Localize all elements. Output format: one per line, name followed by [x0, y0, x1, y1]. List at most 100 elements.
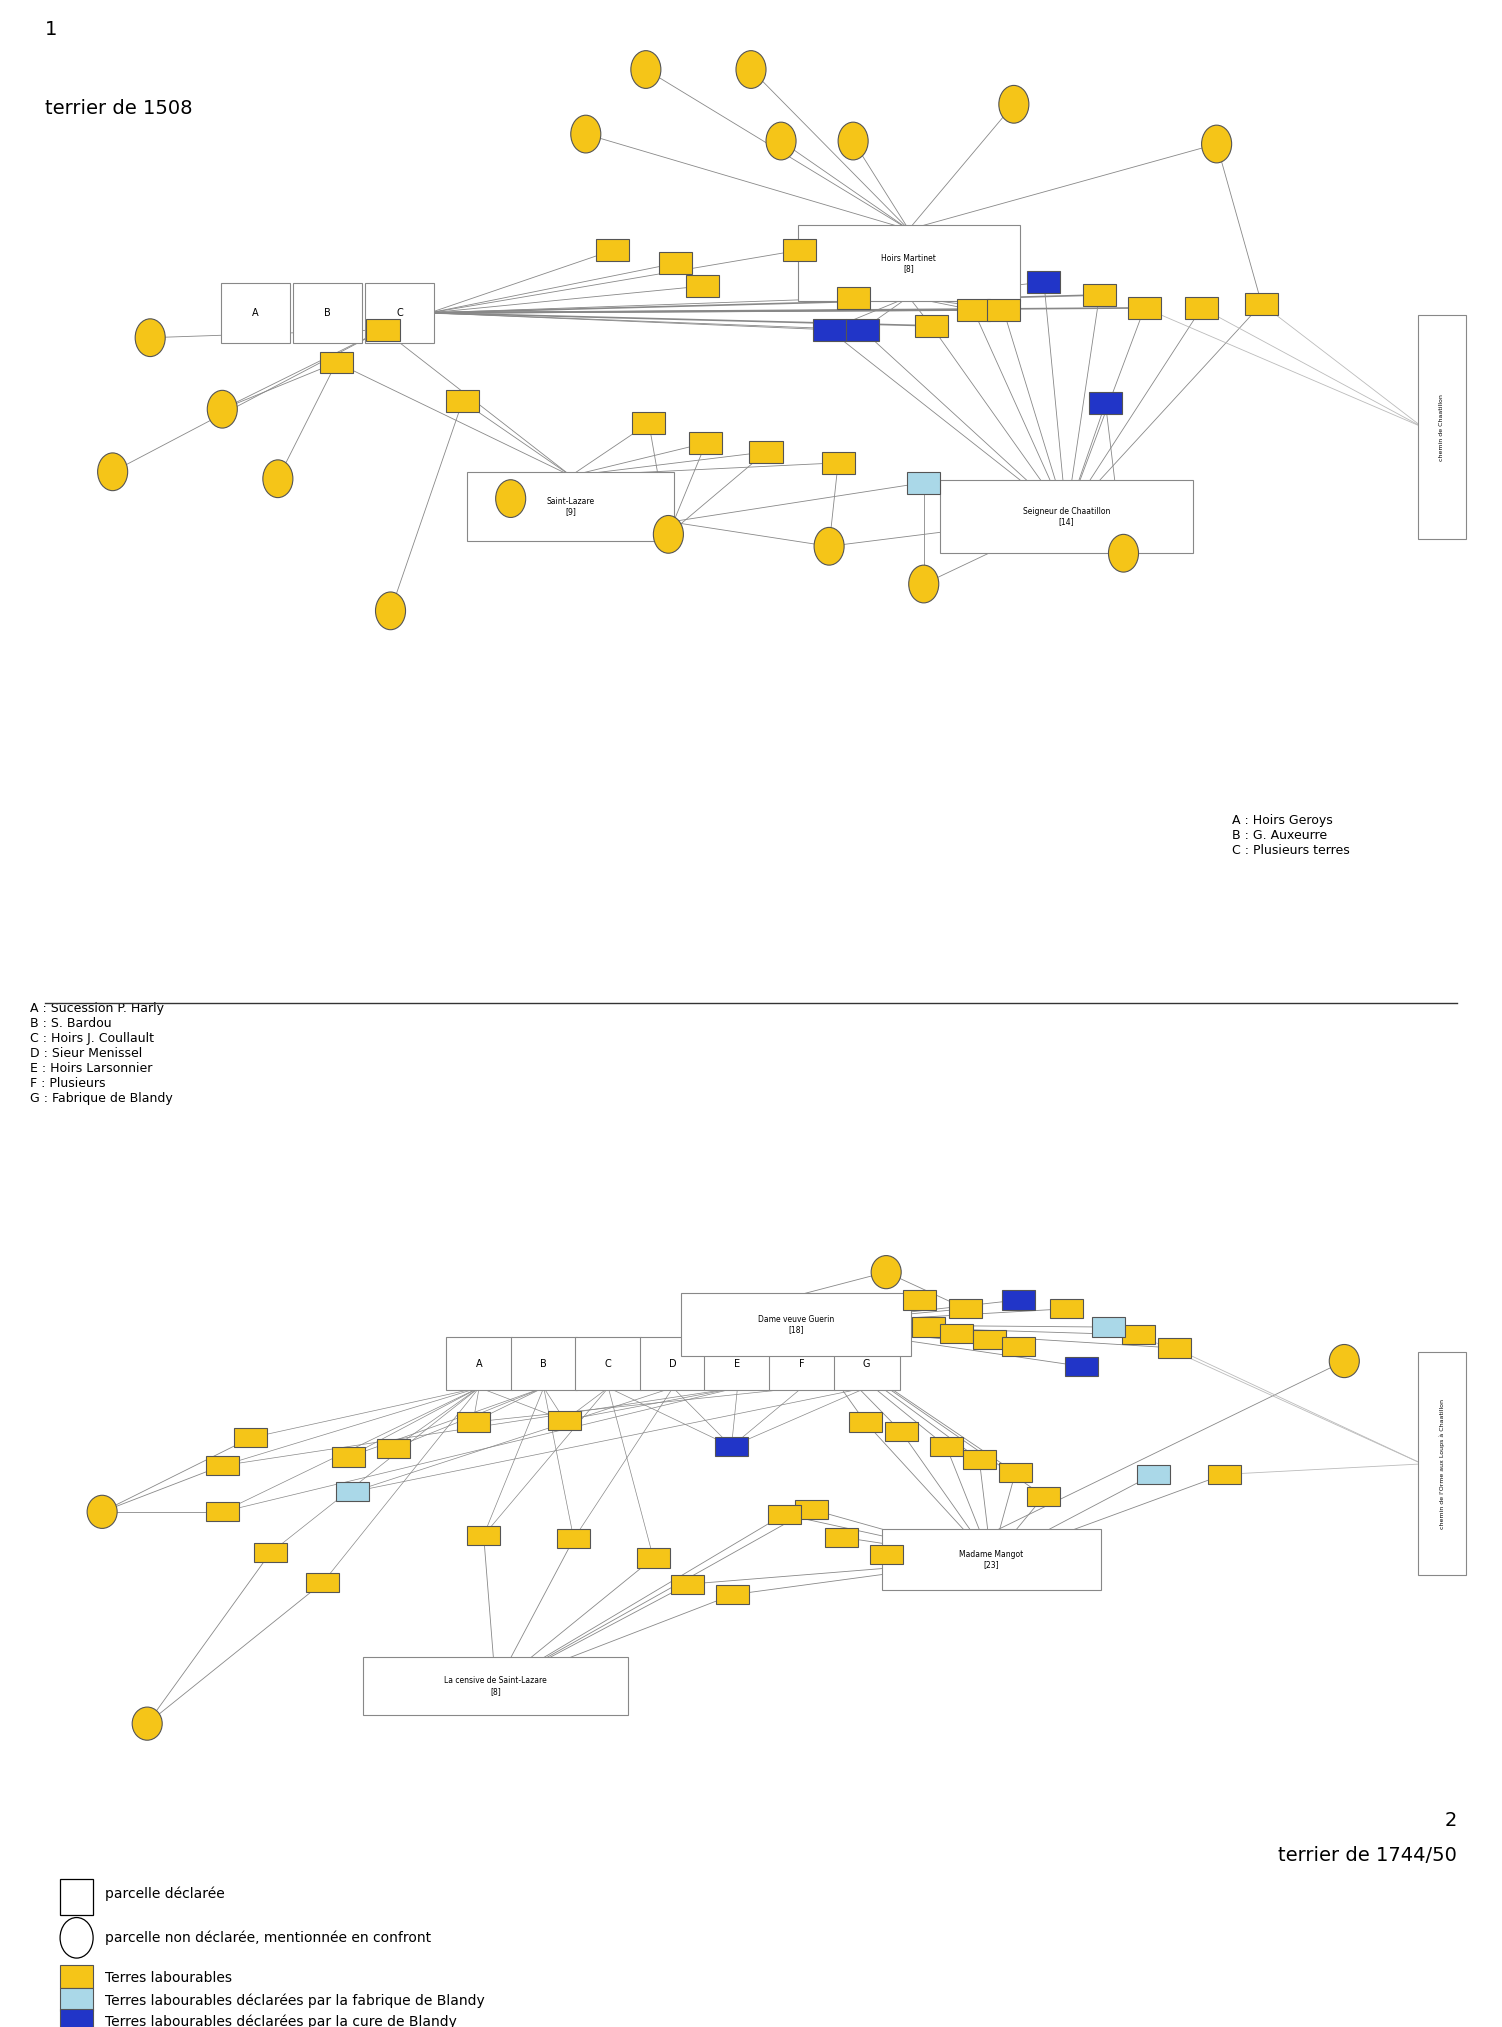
Bar	[870, 1545, 903, 1565]
FancyBboxPatch shape	[221, 282, 290, 343]
Bar	[1089, 393, 1122, 414]
Bar	[973, 1330, 1006, 1348]
Text: Dame veuve Guerin
[18]: Dame veuve Guerin [18]	[759, 1316, 834, 1334]
Ellipse shape	[263, 460, 293, 497]
Bar	[1137, 1466, 1170, 1484]
Bar	[596, 239, 629, 261]
Bar	[366, 318, 400, 341]
Bar	[671, 1575, 704, 1593]
Bar	[846, 318, 879, 341]
Bar	[1208, 1466, 1241, 1484]
Text: chemin de l'Orme aux Loups à Chaatillon: chemin de l'Orme aux Loups à Chaatillon	[1439, 1399, 1445, 1528]
Bar	[689, 432, 722, 454]
Bar	[907, 472, 940, 495]
Bar	[1027, 272, 1060, 294]
Text: terrier de 1744/50: terrier de 1744/50	[1278, 1847, 1457, 1865]
Bar	[467, 1526, 500, 1545]
Bar	[999, 1463, 1032, 1482]
FancyBboxPatch shape	[293, 282, 362, 343]
FancyBboxPatch shape	[365, 282, 434, 343]
FancyBboxPatch shape	[882, 1528, 1101, 1591]
Text: G: G	[864, 1358, 870, 1368]
Text: terrier de 1508: terrier de 1508	[45, 99, 192, 118]
Bar	[768, 1504, 801, 1524]
Bar	[825, 1528, 858, 1547]
Bar	[987, 298, 1020, 320]
Bar	[1092, 1318, 1125, 1336]
Text: A: A	[476, 1358, 482, 1368]
Bar	[783, 239, 816, 261]
FancyBboxPatch shape	[940, 480, 1193, 553]
Text: La censive de Saint-Lazare
[8]: La censive de Saint-Lazare [8]	[445, 1676, 547, 1697]
Text: B: B	[324, 308, 330, 318]
Bar	[885, 1423, 918, 1441]
Bar	[795, 1500, 828, 1518]
Bar	[206, 1502, 239, 1522]
Ellipse shape	[909, 566, 939, 602]
Bar	[1002, 1336, 1035, 1356]
Bar	[377, 1439, 410, 1457]
Text: Madame Mangot
[23]: Madame Mangot [23]	[960, 1551, 1023, 1569]
Text: parcelle déclarée: parcelle déclarée	[105, 1887, 225, 1901]
FancyBboxPatch shape	[511, 1338, 577, 1391]
FancyBboxPatch shape	[363, 1658, 628, 1715]
Bar	[930, 1437, 963, 1455]
FancyBboxPatch shape	[467, 472, 674, 541]
Bar	[320, 351, 353, 373]
Bar	[60, 2009, 93, 2027]
Bar	[306, 1573, 339, 1591]
Ellipse shape	[871, 1255, 901, 1289]
Bar	[1083, 284, 1116, 306]
Bar	[822, 452, 855, 474]
Text: Terres labourables déclarées par la fabrique de Blandy: Terres labourables déclarées par la fabr…	[105, 1995, 485, 2009]
Bar	[957, 298, 990, 320]
Bar	[659, 251, 692, 274]
Bar	[813, 318, 846, 341]
FancyBboxPatch shape	[834, 1338, 900, 1391]
Ellipse shape	[60, 1918, 93, 1958]
Text: Saint-Lazare
[9]: Saint-Lazare [9]	[547, 497, 595, 517]
Bar	[949, 1299, 982, 1318]
Text: D: D	[668, 1358, 677, 1368]
Text: B: B	[541, 1358, 547, 1368]
Bar	[940, 1324, 973, 1342]
FancyBboxPatch shape	[1418, 1352, 1466, 1575]
Ellipse shape	[1108, 535, 1139, 572]
Bar	[1245, 294, 1278, 314]
Bar	[686, 276, 719, 298]
Ellipse shape	[631, 51, 661, 89]
Bar	[446, 391, 479, 411]
Bar	[963, 1449, 996, 1470]
Ellipse shape	[736, 51, 766, 89]
Text: C: C	[605, 1358, 611, 1368]
Ellipse shape	[838, 122, 868, 160]
Bar	[1002, 1291, 1035, 1309]
FancyBboxPatch shape	[640, 1338, 706, 1391]
Ellipse shape	[1202, 126, 1232, 162]
Bar	[234, 1429, 267, 1447]
Ellipse shape	[98, 452, 128, 491]
Ellipse shape	[1329, 1344, 1359, 1378]
Ellipse shape	[814, 527, 844, 566]
Bar	[1158, 1338, 1191, 1358]
Text: A: A	[252, 308, 258, 318]
Text: 1: 1	[45, 20, 57, 39]
FancyBboxPatch shape	[1418, 314, 1466, 539]
Bar	[60, 1879, 93, 1916]
Text: chemin de Chaatillon: chemin de Chaatillon	[1439, 393, 1445, 460]
Ellipse shape	[653, 515, 683, 553]
Bar	[632, 411, 665, 434]
Ellipse shape	[766, 122, 796, 160]
FancyBboxPatch shape	[575, 1338, 641, 1391]
Bar	[837, 288, 870, 308]
Bar	[457, 1413, 490, 1431]
Bar	[1128, 298, 1161, 318]
Bar	[912, 1318, 945, 1336]
Text: parcelle non déclarée, mentionnée en confront: parcelle non déclarée, mentionnée en con…	[105, 1930, 431, 1946]
FancyBboxPatch shape	[704, 1338, 771, 1391]
Ellipse shape	[376, 592, 406, 630]
FancyBboxPatch shape	[682, 1293, 910, 1356]
Bar	[903, 1291, 936, 1309]
Ellipse shape	[496, 480, 526, 517]
Bar	[1027, 1486, 1060, 1506]
